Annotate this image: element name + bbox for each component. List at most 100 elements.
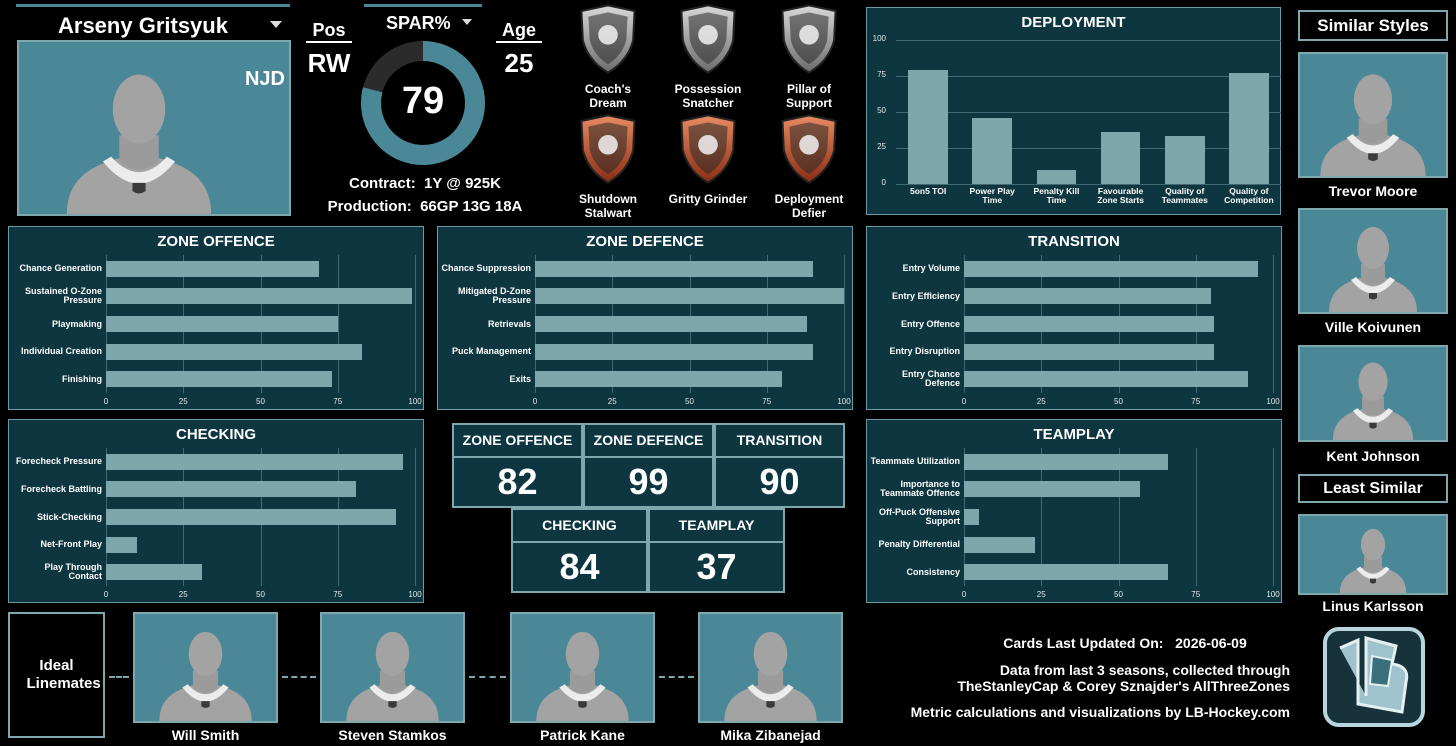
linemates-title-box: Ideal Linemates xyxy=(8,612,105,738)
category-label: Importance to Teammate Offence xyxy=(880,479,960,499)
grid-line xyxy=(896,112,1281,113)
silhouette xyxy=(1329,227,1417,312)
name-header[interactable]: Arseny Gritsyuk xyxy=(16,4,290,40)
category-label: Entry Disruption xyxy=(889,346,960,357)
bar xyxy=(964,260,1258,277)
silhouette-shape xyxy=(159,631,252,721)
badge-shield xyxy=(580,114,636,184)
bar xyxy=(106,371,332,388)
category-label: Chance Generation xyxy=(19,263,102,274)
category-label: Entry Efficiency xyxy=(891,290,960,301)
bar xyxy=(535,371,783,388)
logo-rink xyxy=(1368,654,1394,688)
chart-title: TRANSITION xyxy=(1028,233,1120,250)
category-label: Entry Offence xyxy=(900,318,960,329)
badge-label: Gritty Grinder xyxy=(668,192,748,206)
x-tick-label: 25 xyxy=(1036,397,1046,406)
score-tile: ZONE DEFENCE 99 xyxy=(583,423,714,508)
least-title: Least Similar xyxy=(1323,479,1423,497)
badge-shield xyxy=(680,4,736,74)
category-label: Consistency xyxy=(906,566,960,577)
x-tick-label: 0 xyxy=(103,590,109,599)
bar xyxy=(535,316,807,332)
category-label: Finishing xyxy=(62,373,102,384)
pos-label: Pos xyxy=(306,20,352,43)
dropdown-arrow[interactable] xyxy=(462,19,472,25)
updated-line: Cards Last Updated On: 2026-06-09 xyxy=(960,635,1290,651)
chart-title: DEPLOYMENT xyxy=(1021,14,1126,31)
chart-panel: DEPLOYMENT 0 25 50 75 100 5on5 TOI Power Play T… xyxy=(866,7,1281,215)
score-label: CHECKING xyxy=(513,510,646,543)
bar xyxy=(908,70,948,184)
x-tick-label: 0 xyxy=(103,397,109,406)
contract-line: Contract: 1Y @ 925K xyxy=(300,175,550,192)
y-tick-label: 100 xyxy=(872,34,886,43)
category-label: Stick-Checking xyxy=(36,511,102,522)
pos-value: RW xyxy=(307,48,351,78)
linemate-name: Steven Stamkos xyxy=(338,727,447,743)
bar xyxy=(1036,169,1077,184)
bar xyxy=(106,316,338,332)
similar-name: Trevor Moore xyxy=(1328,183,1418,199)
badge-label: Snatcher xyxy=(682,96,734,110)
bar xyxy=(106,343,363,360)
category-label: Individual Creation xyxy=(20,346,102,357)
score-label: TRANSITION xyxy=(716,425,843,458)
player-photo xyxy=(133,612,278,723)
badge-label: Support xyxy=(786,96,832,110)
bar xyxy=(106,536,137,553)
spar-header[interactable]: SPAR% xyxy=(364,4,482,36)
bar xyxy=(964,564,1168,581)
bar xyxy=(535,288,844,305)
badge-shield xyxy=(781,4,837,74)
chart-panel: TEAMPLAY 0 25 50 75 100 Teammate Utilization Im… xyxy=(866,419,1282,603)
bar xyxy=(535,260,814,277)
chart-panel: CHECKING 0 25 50 75 100 Forecheck Pressure Fore… xyxy=(8,419,424,603)
similar-title: Similar Styles xyxy=(1317,15,1429,35)
bar xyxy=(964,453,1168,470)
x-tick-label: 100 xyxy=(408,397,422,406)
badge-label: Coach's xyxy=(584,82,632,96)
bar xyxy=(972,117,1013,184)
shield-shape xyxy=(680,114,736,184)
badge-label: Possession xyxy=(674,82,742,96)
donut-svg xyxy=(361,41,485,165)
bar xyxy=(1164,136,1205,184)
x-tick-label: Favourable Zone Starts xyxy=(1097,186,1144,205)
player-photo xyxy=(1298,514,1448,595)
score-tile: TEAMPLAY 37 xyxy=(648,508,785,593)
silhouette-shape xyxy=(346,631,439,721)
updated-label: Cards Last Updated On: xyxy=(1003,635,1164,651)
x-tick-label: 0 xyxy=(961,590,967,599)
silhouette xyxy=(159,631,252,721)
player-photo xyxy=(510,612,655,723)
bar xyxy=(964,288,1212,305)
spar-value: 79 xyxy=(401,80,445,122)
silhouette-shape xyxy=(1339,528,1407,593)
y-tick-label: 25 xyxy=(877,142,886,151)
dropdown-arrow[interactable] xyxy=(270,21,282,28)
contract-label: Contract: xyxy=(349,175,416,192)
age-label: Age xyxy=(496,20,542,43)
bar xyxy=(106,260,320,277)
x-tick-label: 50 xyxy=(256,590,265,599)
silhouette xyxy=(1320,74,1426,176)
x-tick-label: 50 xyxy=(685,397,694,406)
shield-shape xyxy=(781,4,837,74)
bar xyxy=(106,288,412,305)
category-label: Mitigated D-Zone Pressure xyxy=(458,286,531,306)
category-label: Puck Management xyxy=(451,346,531,357)
category-label: Off-Puck Offensive Support xyxy=(878,507,960,526)
connector xyxy=(659,676,694,678)
chart-title: ZONE OFFENCE xyxy=(157,233,275,250)
badge-label: Defier xyxy=(791,206,826,220)
chart-title: CHECKING xyxy=(175,426,256,443)
shield-shape xyxy=(781,114,837,184)
least-name: Linus Karlsson xyxy=(1322,598,1424,614)
spar-label: SPAR% xyxy=(386,13,451,33)
bar xyxy=(106,509,397,525)
badge-label: Stalwart xyxy=(584,206,632,220)
similar-name: Kent Johnson xyxy=(1326,448,1420,464)
score-value: 99 xyxy=(628,461,669,502)
